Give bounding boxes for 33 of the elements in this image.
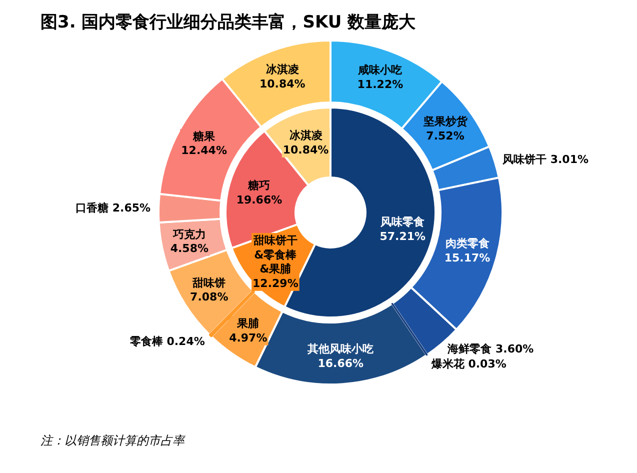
data-label: 15.17%	[444, 251, 490, 264]
text: 注：以销售额计算的市占率	[40, 434, 186, 448]
data-label: 19.66%	[236, 193, 282, 206]
slice-label: 风味饼干 3.01%	[502, 152, 589, 166]
slice-label: 零食棒 0.24%	[128, 334, 205, 348]
slice-label: 甜味饼	[192, 276, 226, 290]
data-label: 57.21%	[380, 230, 426, 243]
slice-label: 糖巧	[247, 178, 270, 192]
chart-title: 图3. 国内零食行业细分品类丰富，SKU 数量庞大	[40, 12, 417, 32]
slice-label: 坚果炒货	[422, 115, 468, 128]
data-label: 7.08%	[190, 290, 228, 304]
data-label: 12.44%	[181, 144, 227, 158]
slice-label: 甜味饼干 &零食棒 &果脯	[252, 234, 298, 276]
slice-label: 口香糖 2.65%	[76, 202, 151, 215]
data-label: 7.52%	[426, 130, 464, 143]
slice-label: 糖果	[192, 130, 216, 143]
data-label: 11.22%	[357, 78, 404, 91]
slice-label: 果脯	[236, 316, 260, 330]
slice-label: 冰淇凌	[289, 129, 322, 142]
slice-label: 海鲜零食 3.60%	[446, 342, 534, 356]
slice-label: 冰淇凌	[266, 63, 299, 76]
data-label: 10.84%	[282, 143, 329, 156]
slice-label: 咸味小吃	[357, 64, 402, 77]
slice-label: 风味零食	[380, 215, 425, 228]
data-label: 10.84%	[260, 77, 306, 90]
data-label: 4.58%	[170, 242, 209, 256]
slice-label: 巧克力	[172, 228, 206, 241]
slice-label: 爆米花 0.03%	[430, 358, 506, 371]
data-label: 12.29%	[252, 276, 298, 290]
data-label: 16.66%	[318, 356, 364, 370]
slice-label: 其他风味小吃	[306, 342, 374, 356]
slice-label: 肉类零食	[445, 237, 490, 250]
data-label: 4.97%	[229, 331, 268, 344]
